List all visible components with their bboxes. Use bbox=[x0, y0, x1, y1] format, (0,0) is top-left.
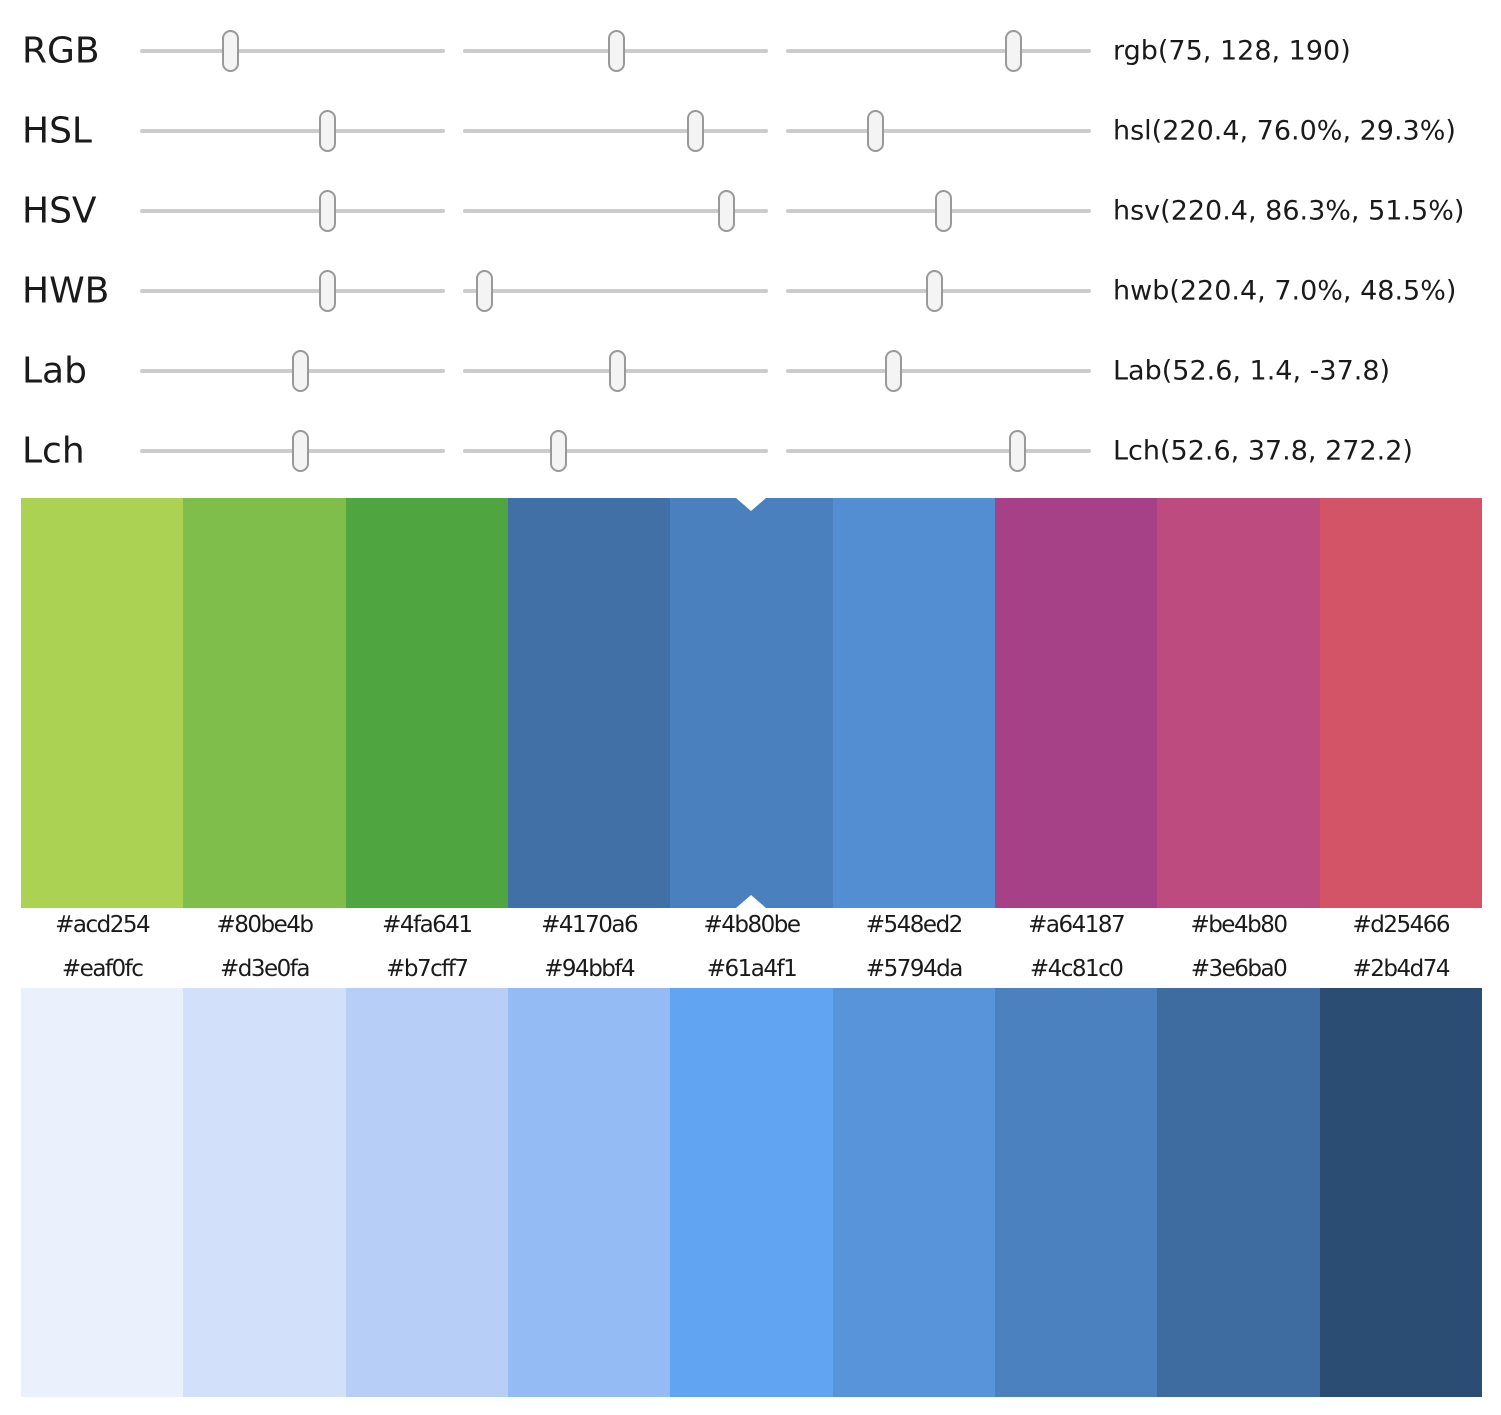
colorspace-label: HSL bbox=[22, 110, 92, 152]
color-value-text: hsl(220.4, 76.0%, 29.3%) bbox=[1113, 115, 1456, 147]
slider-track-1[interactable] bbox=[140, 270, 445, 312]
color-value-text: rgb(75, 128, 190) bbox=[1113, 35, 1351, 67]
slider-thumb-2[interactable] bbox=[549, 430, 567, 472]
color-swatch[interactable] bbox=[1319, 498, 1482, 908]
slider-thumb-2[interactable] bbox=[608, 30, 626, 72]
color-swatch[interactable] bbox=[670, 988, 833, 1397]
color-swatch[interactable] bbox=[21, 988, 184, 1397]
color-swatch[interactable] bbox=[670, 498, 833, 908]
swatch-hex-label: #4170a6 bbox=[541, 912, 639, 938]
swatch-hex-label: #80be4b bbox=[216, 912, 314, 938]
slider-thumb-3[interactable] bbox=[935, 190, 953, 232]
slider-thumb-1[interactable] bbox=[292, 350, 310, 392]
slider-panel: RGB rgb(75, 128, 190) HSL hsl(220.4, 76.… bbox=[0, 11, 1501, 491]
colorspace-label: Lch bbox=[22, 430, 85, 472]
color-swatch[interactable] bbox=[345, 988, 508, 1397]
slider-track-3[interactable] bbox=[786, 110, 1091, 152]
color-swatch[interactable] bbox=[1157, 498, 1320, 908]
slider-track-3[interactable] bbox=[786, 350, 1091, 392]
color-swatch[interactable] bbox=[1319, 988, 1482, 1397]
swatch-hex-label: #94bbf4 bbox=[544, 956, 635, 982]
color-value-text: Lch(52.6, 37.8, 272.2) bbox=[1113, 435, 1413, 467]
slider-track-2[interactable] bbox=[463, 350, 768, 392]
color-swatch[interactable] bbox=[183, 498, 346, 908]
slider-track-3[interactable] bbox=[786, 30, 1091, 72]
slider-thumb-1[interactable] bbox=[318, 110, 336, 152]
selected-swatch-marker-top bbox=[736, 498, 767, 511]
swatch-hex-label: #2b4d74 bbox=[1352, 956, 1451, 982]
colorspace-label: RGB bbox=[22, 30, 100, 72]
swatch-hex-label: #eaf0fc bbox=[61, 956, 144, 982]
slider-track-3[interactable] bbox=[786, 190, 1091, 232]
swatch-hex-label: #4b80be bbox=[703, 912, 801, 938]
slider-row: Lab Lab(52.6, 1.4, -37.8) bbox=[0, 331, 1501, 411]
slider-thumb-1[interactable] bbox=[318, 190, 336, 232]
slider-thumb-2[interactable] bbox=[476, 270, 494, 312]
slider-thumb-1[interactable] bbox=[292, 430, 310, 472]
color-value-text: hsv(220.4, 86.3%, 51.5%) bbox=[1113, 195, 1465, 227]
colorspace-label: HSV bbox=[22, 190, 97, 232]
slider-row: HSL hsl(220.4, 76.0%, 29.3%) bbox=[0, 91, 1501, 171]
slider-track-1[interactable] bbox=[140, 190, 445, 232]
slider-track-1[interactable] bbox=[140, 430, 445, 472]
slider-thumb-3[interactable] bbox=[925, 270, 943, 312]
color-swatch[interactable] bbox=[1157, 988, 1320, 1397]
color-swatch[interactable] bbox=[832, 988, 995, 1397]
swatch-hex-label: #acd254 bbox=[55, 912, 151, 938]
colorspace-label: HWB bbox=[22, 270, 110, 312]
slider-track-1[interactable] bbox=[140, 30, 445, 72]
color-swatch[interactable] bbox=[507, 988, 671, 1397]
slider-track-3[interactable] bbox=[786, 270, 1091, 312]
shade-palette bbox=[21, 988, 1482, 1397]
swatch-hex-label: #548ed2 bbox=[865, 912, 964, 938]
color-swatch[interactable] bbox=[507, 498, 671, 908]
slider-thumb-3[interactable] bbox=[885, 350, 903, 392]
slider-row: HWB hwb(220.4, 7.0%, 48.5%) bbox=[0, 251, 1501, 331]
swatch-hex-label: #b7cff7 bbox=[386, 956, 469, 982]
color-swatch[interactable] bbox=[21, 498, 184, 908]
swatch-hex-label: #5794da bbox=[865, 956, 964, 982]
slider-track-1[interactable] bbox=[140, 110, 445, 152]
color-swatch[interactable] bbox=[183, 988, 346, 1397]
slider-track-3[interactable] bbox=[786, 430, 1091, 472]
color-swatch[interactable] bbox=[832, 498, 995, 908]
swatch-hex-label: #be4b80 bbox=[1190, 912, 1288, 938]
swatch-hex-label: #61a4f1 bbox=[706, 956, 798, 982]
color-swatch[interactable] bbox=[345, 498, 508, 908]
slider-track-2[interactable] bbox=[463, 270, 768, 312]
slider-row: HSV hsv(220.4, 86.3%, 51.5%) bbox=[0, 171, 1501, 251]
slider-track-2[interactable] bbox=[463, 430, 768, 472]
slider-thumb-3[interactable] bbox=[867, 110, 885, 152]
hue-palette-labels: #acd254 #80be4b #4fa641 #4170a6 #4b80be #548e… bbox=[21, 908, 1482, 942]
slider-track-2[interactable] bbox=[463, 190, 768, 232]
hue-palette bbox=[21, 498, 1482, 908]
swatch-hex-label: #3e6ba0 bbox=[1190, 956, 1288, 982]
swatch-hex-label: #d25466 bbox=[1352, 912, 1451, 938]
color-value-text: hwb(220.4, 7.0%, 48.5%) bbox=[1113, 275, 1457, 307]
slider-thumb-1[interactable] bbox=[221, 30, 239, 72]
slider-row: Lch Lch(52.6, 37.8, 272.2) bbox=[0, 411, 1501, 491]
slider-thumb-3[interactable] bbox=[1005, 30, 1023, 72]
swatch-hex-label: #4fa641 bbox=[382, 912, 473, 938]
color-swatch[interactable] bbox=[994, 988, 1158, 1397]
selected-swatch-marker-bottom bbox=[736, 895, 767, 908]
slider-thumb-3[interactable] bbox=[1008, 430, 1026, 472]
color-value-text: Lab(52.6, 1.4, -37.8) bbox=[1113, 355, 1391, 387]
slider-row: RGB rgb(75, 128, 190) bbox=[0, 11, 1501, 91]
swatch-hex-label: #d3e0fa bbox=[220, 956, 310, 982]
color-swatch[interactable] bbox=[994, 498, 1158, 908]
slider-thumb-2[interactable] bbox=[609, 350, 627, 392]
colorspace-label: Lab bbox=[22, 350, 87, 392]
swatch-hex-label: #a64187 bbox=[1028, 912, 1126, 938]
slider-thumb-2[interactable] bbox=[718, 190, 736, 232]
shade-palette-labels: #eaf0fc #d3e0fa #b7cff7 #94bbf4 #61a4f1 #5794… bbox=[21, 952, 1482, 986]
slider-track-1[interactable] bbox=[140, 350, 445, 392]
slider-track-2[interactable] bbox=[463, 110, 768, 152]
slider-thumb-2[interactable] bbox=[686, 110, 704, 152]
swatch-hex-label: #4c81c0 bbox=[1029, 956, 1124, 982]
slider-thumb-1[interactable] bbox=[318, 270, 336, 312]
slider-track-2[interactable] bbox=[463, 30, 768, 72]
